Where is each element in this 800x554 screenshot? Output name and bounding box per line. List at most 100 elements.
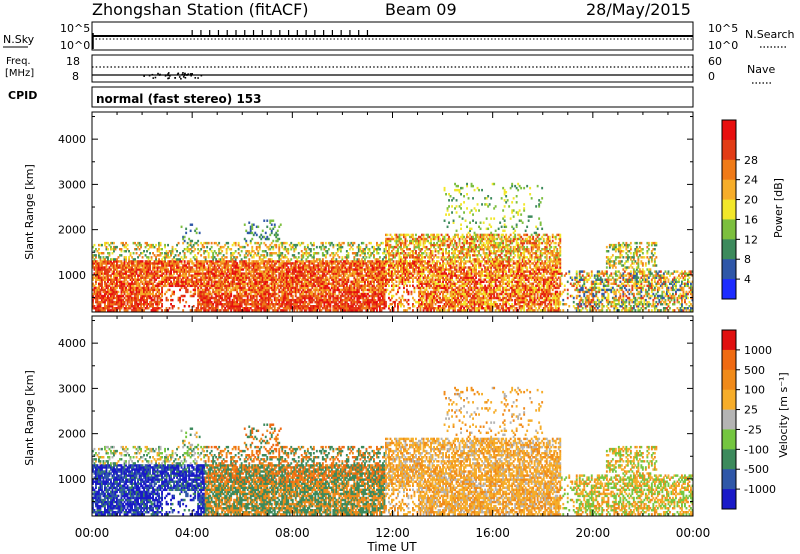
range-gate-cell bbox=[266, 280, 269, 284]
range-gate-cell bbox=[269, 274, 272, 277]
range-gate-cell bbox=[243, 272, 246, 275]
range-gate-cell bbox=[285, 298, 288, 302]
range-gate-cell bbox=[156, 270, 159, 273]
range-gate-cell bbox=[254, 294, 257, 298]
range-gate-cell bbox=[98, 288, 100, 292]
range-gate-cell bbox=[230, 264, 233, 267]
range-gate-cell bbox=[261, 296, 264, 300]
range-gate-cell bbox=[135, 292, 138, 296]
range-gate-cell bbox=[99, 256, 102, 259]
range-gate-cell bbox=[255, 296, 258, 300]
range-gate-cell bbox=[219, 296, 222, 300]
range-gate-cell bbox=[98, 272, 100, 275]
range-gate-cell bbox=[134, 276, 136, 279]
range-gate-cell bbox=[128, 260, 130, 263]
range-gate-cell bbox=[152, 307, 154, 310]
range-gate-cell bbox=[113, 258, 115, 261]
range-gate-cell bbox=[171, 274, 174, 277]
range-gate-cell bbox=[272, 274, 275, 277]
range-gate-cell bbox=[167, 282, 169, 286]
range-gate-cell bbox=[147, 286, 150, 290]
range-gate-cell bbox=[272, 294, 275, 298]
range-gate-cell bbox=[215, 258, 218, 261]
range-gate-cell bbox=[149, 282, 151, 286]
range-gate-cell bbox=[221, 288, 224, 292]
range-gate-cell bbox=[146, 307, 148, 310]
range-gate-cell bbox=[104, 288, 106, 292]
range-gate-cell bbox=[116, 303, 118, 306]
range-gate-cell bbox=[231, 307, 234, 310]
range-gate-cell bbox=[278, 256, 281, 259]
range-gate-cell bbox=[270, 294, 273, 298]
range-gate-cell bbox=[162, 256, 165, 259]
range-gate-cell bbox=[230, 305, 233, 308]
range-gate-cell bbox=[293, 243, 296, 247]
range-gate-cell bbox=[249, 229, 252, 233]
range-gate-cell bbox=[141, 286, 144, 290]
range-gate-cell bbox=[248, 309, 251, 312]
range-gate-cell bbox=[138, 303, 141, 306]
range-gate-cell bbox=[116, 286, 118, 290]
range-gate-cell bbox=[128, 262, 130, 265]
range-gate-cell bbox=[98, 266, 100, 269]
range-gate-cell bbox=[179, 300, 181, 304]
range-gate-cell bbox=[191, 280, 194, 284]
range-gate-cell bbox=[99, 266, 102, 269]
range-gate-cell bbox=[249, 307, 252, 310]
range-gate-cell bbox=[116, 280, 118, 284]
range-gate-cell bbox=[104, 294, 106, 298]
freq-dip-dot bbox=[181, 73, 184, 76]
range-gate-cell bbox=[174, 258, 177, 261]
range-gate-cell bbox=[114, 278, 117, 281]
range-gate-cell bbox=[135, 294, 138, 298]
range-gate-cell bbox=[257, 262, 260, 265]
range-gate-cell bbox=[248, 221, 251, 224]
range-gate-cell bbox=[373, 254, 375, 257]
range-gate-cell bbox=[99, 264, 102, 267]
range-gate-cell bbox=[212, 307, 215, 310]
range-gate-cell bbox=[284, 303, 287, 306]
range-gate-cell bbox=[126, 264, 129, 267]
range-gate-cell bbox=[155, 288, 157, 292]
range-gate-cell bbox=[264, 300, 267, 304]
range-gate-cell bbox=[96, 294, 99, 298]
range-gate-cell bbox=[218, 288, 221, 292]
range-gate-cell bbox=[165, 268, 168, 271]
range-gate-cell bbox=[273, 272, 276, 275]
range-gate-cell bbox=[141, 303, 144, 306]
range-gate-cell bbox=[273, 270, 276, 273]
range-gate-cell bbox=[110, 296, 112, 300]
range-gate-cell bbox=[206, 262, 209, 265]
range-gate-cell bbox=[210, 300, 213, 304]
range-gate-cell bbox=[201, 260, 204, 263]
range-gate-cell bbox=[227, 260, 230, 263]
range-gate-cell bbox=[110, 292, 112, 296]
range-gate-cell bbox=[173, 272, 175, 275]
range-gate-cell bbox=[159, 270, 162, 273]
range-gate-cell bbox=[296, 298, 299, 302]
range-gate-cell bbox=[209, 298, 212, 302]
range-gate-cell bbox=[245, 241, 248, 245]
range-gate-cell bbox=[137, 294, 139, 298]
range-gate-cell bbox=[233, 288, 236, 292]
range-gate-cell bbox=[260, 309, 263, 312]
range-gate-cell bbox=[296, 282, 299, 286]
range-gate-cell bbox=[168, 250, 171, 253]
range-gate-cell bbox=[158, 254, 160, 257]
range-gate-cell bbox=[108, 290, 111, 294]
range-gate-cell bbox=[336, 309, 339, 312]
range-gate-cell bbox=[249, 292, 252, 296]
range-gate-cell bbox=[291, 278, 294, 281]
range-gate-cell bbox=[287, 272, 290, 275]
range-gate-cell bbox=[270, 272, 273, 275]
range-gate-cell bbox=[261, 284, 264, 288]
range-gate-cell bbox=[248, 262, 251, 265]
range-gate-cell bbox=[282, 274, 285, 277]
range-gate-cell bbox=[299, 309, 302, 312]
range-gate-cell bbox=[138, 264, 141, 267]
range-gate-cell bbox=[273, 296, 276, 300]
range-gate-cell bbox=[206, 288, 209, 292]
range-gate-cell bbox=[342, 241, 345, 245]
nave-label: Nave bbox=[747, 63, 775, 76]
range-gate-cell bbox=[104, 260, 106, 263]
